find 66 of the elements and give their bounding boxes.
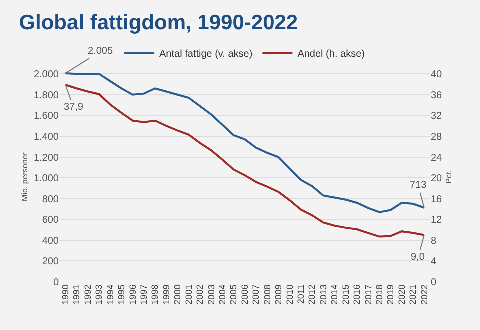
x-tick-label: 1999 [161, 284, 172, 305]
x-tick-label: 1996 [128, 284, 138, 305]
x-tick-label: 2001 [184, 284, 194, 305]
annotation: 713 [410, 180, 428, 191]
y-tick-label: 1.600 [34, 111, 60, 122]
x-tick-label: 2016 [352, 284, 362, 305]
x-tick-label: 2021 [408, 284, 418, 305]
x-tick-label: 2009 [274, 284, 284, 305]
x-tick-label: 2012 [307, 284, 318, 305]
y-tick-label: 1.000 [34, 174, 60, 185]
y2-tick-label: 36 [431, 90, 443, 102]
y2-axis-title: Pct. [444, 170, 454, 184]
y-tick-label: 0 [53, 278, 60, 288]
y-tick-label: 400 [42, 236, 60, 247]
y-tick-label: 2.000 [34, 70, 60, 81]
x-tick-label: 2017 [363, 284, 374, 305]
y-tick-label: 1.400 [34, 132, 60, 143]
y2-tick-label: 0 [431, 278, 437, 288]
line-series [64, 84, 426, 238]
x-tick-label: 2002 [195, 284, 206, 305]
x-tick-label: 1992 [82, 284, 93, 305]
y-tick-label: 1.200 [34, 152, 60, 164]
y-tick-label: 1.800 [34, 90, 60, 102]
x-tick-label: 1993 [94, 284, 104, 305]
y-tick-label: 800 [42, 194, 60, 206]
x-tick-label: 2019 [386, 284, 396, 305]
chart-title: Global fattigdom, 1990-2022 [19, 12, 298, 35]
x-tick-label: 1998 [150, 284, 160, 305]
annotation: 9,0 [411, 252, 426, 263]
x-tick-label: 2004 [218, 284, 228, 305]
x-tick-label: 2013 [318, 284, 328, 305]
y-axis-title: Mio. personer [20, 152, 30, 202]
legend-label: Antal fattige (v. akse) [160, 49, 253, 60]
x-tick-label: 2000 [172, 284, 183, 305]
x-tick-label: 2006 [240, 284, 250, 305]
y2-tick-label: 12 [431, 215, 443, 226]
y2-tick-label: 8 [431, 236, 437, 247]
x-tick-label: 2010 [284, 284, 295, 305]
x-tick-label: 2015 [340, 284, 351, 305]
line-series [64, 72, 426, 214]
x-tick-label: 2022 [419, 284, 430, 305]
x-tick-label: 1990 [60, 284, 71, 305]
y-tick-label: 600 [42, 215, 60, 226]
x-tick-label: 1995 [116, 284, 127, 305]
x-tick-label: 1991 [72, 284, 82, 305]
y2-tick-label: 4 [431, 256, 437, 268]
x-tick-label: 2011 [296, 284, 306, 304]
y2-tick-label: 16 [431, 194, 443, 206]
y2-tick-label: 28 [431, 132, 443, 143]
x-tick-label: 2008 [262, 284, 272, 305]
x-tick-label: 2014 [330, 284, 340, 305]
x-tick-label: 1997 [139, 284, 150, 305]
y-tick-label: 200 [42, 256, 60, 268]
legend-label: Andel (h. akse) [298, 49, 365, 60]
x-tick-label: 1994 [105, 284, 116, 305]
annotation: 2.005 [88, 46, 114, 57]
x-tick-label: 2018 [374, 284, 384, 305]
x-tick-label: 2020 [396, 284, 407, 305]
x-tick-label: 2003 [206, 284, 216, 305]
y2-tick-label: 24 [431, 152, 443, 164]
y2-tick-label: 40 [431, 70, 443, 81]
annotation: 37,9 [64, 102, 84, 113]
y2-tick-label: 32 [431, 111, 443, 122]
x-tick-label: 2007 [251, 284, 262, 305]
y2-tick-label: 20 [431, 174, 443, 185]
x-tick-label: 2005 [228, 284, 239, 305]
